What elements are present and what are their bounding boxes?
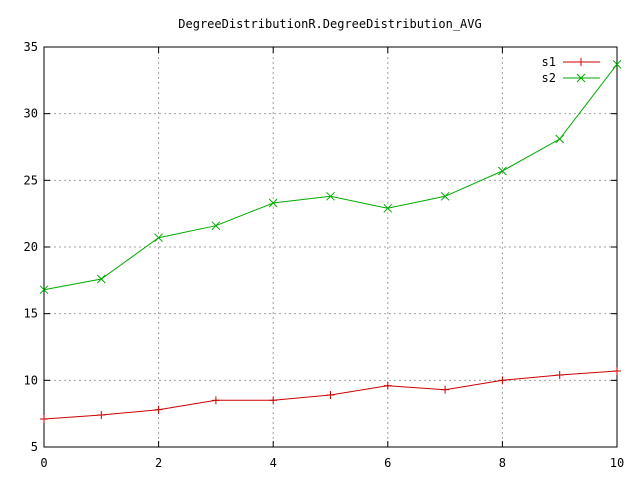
data-point-s1 <box>269 396 278 405</box>
y-tick-label: 10 <box>24 373 38 387</box>
legend-marker <box>576 73 586 83</box>
marker-stroke <box>154 233 163 243</box>
tick-labels: 0 2 4 6 8 10 5 10 15 20 25 30 35 <box>24 40 625 470</box>
y-tick-label: 35 <box>24 40 38 54</box>
y-tick-label: 20 <box>24 240 38 254</box>
x-tick-label: 4 <box>270 456 277 470</box>
data-point-s2 <box>612 59 622 69</box>
data-point-s2 <box>211 221 221 231</box>
data-point-s2 <box>383 203 393 213</box>
axes <box>43 46 618 448</box>
marker-stroke <box>39 285 49 295</box>
series <box>39 59 622 423</box>
marker-stroke <box>440 191 450 201</box>
y-tick-label: 15 <box>24 307 38 321</box>
marker-stroke <box>268 198 278 208</box>
marker-stroke <box>498 166 507 176</box>
y-tick-label: 25 <box>24 173 38 187</box>
legend-marker <box>577 58 585 66</box>
x-tick-label: 2 <box>155 456 162 470</box>
marker-stroke <box>211 221 221 231</box>
data-point-s1 <box>613 367 621 375</box>
data-point-s2 <box>440 191 450 201</box>
data-point-s1 <box>326 391 335 399</box>
data-point-s2 <box>498 166 507 176</box>
legend-entry-s1: s1 <box>542 55 600 69</box>
y-tick-label: 5 <box>31 440 38 454</box>
legend-entry-s2: s2 <box>542 71 600 85</box>
x-tick-label: 8 <box>499 456 506 470</box>
data-point-s2 <box>154 233 163 243</box>
data-point-s1 <box>383 381 392 390</box>
x-tick-label: 0 <box>40 456 47 470</box>
data-point-s2 <box>39 285 49 295</box>
series-s1 <box>40 367 621 423</box>
data-point-s1 <box>441 385 450 394</box>
data-point-s1 <box>97 411 106 419</box>
marker-stroke <box>612 59 622 69</box>
data-point-s1 <box>154 405 163 414</box>
marker-stroke <box>383 203 393 213</box>
data-point-s1 <box>40 415 48 423</box>
data-point-s2 <box>555 134 565 144</box>
marker-stroke <box>576 73 586 83</box>
data-point-s1 <box>555 371 564 379</box>
legend-label: s2 <box>542 71 556 85</box>
marker-stroke <box>96 274 106 284</box>
data-point-s1 <box>498 376 507 385</box>
grid <box>44 47 617 447</box>
data-point-s2 <box>96 274 106 284</box>
series-s2 <box>39 59 622 295</box>
data-point-s2 <box>326 191 335 201</box>
data-point-s2 <box>268 198 278 208</box>
y-tick-label: 30 <box>24 107 38 121</box>
x-tick-label: 6 <box>384 456 391 470</box>
x-tick-label: 10 <box>610 456 624 470</box>
legend-label: s1 <box>542 55 556 69</box>
marker-stroke <box>555 134 565 144</box>
chart-title: DegreeDistributionR.DegreeDistribution_A… <box>178 17 481 31</box>
data-point-s1 <box>211 396 220 405</box>
marker-stroke <box>326 191 335 201</box>
